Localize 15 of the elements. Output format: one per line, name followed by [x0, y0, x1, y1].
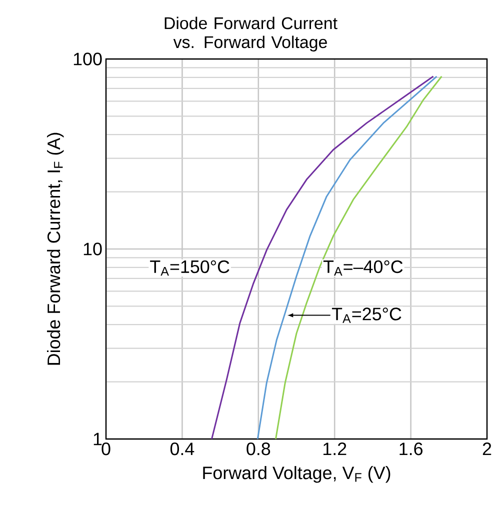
y-tick-label: 100 — [74, 52, 102, 66]
y-tick-label: 10 — [84, 242, 102, 256]
y-tick-label: 1 — [94, 432, 102, 446]
x-tick-label: 1.6 — [400, 442, 422, 456]
x-tick-label: 1.2 — [323, 442, 346, 456]
annotation: T$_{A}$=–40°C — [323, 260, 403, 276]
annotation: T$_{A}$=25°C — [332, 308, 402, 323]
chart-title: Diode Forward Current vs. Forward Voltage — [164, 16, 338, 52]
y-axis-title: Diode Forward Current, I$_{F}$ (A) — [47, 132, 64, 365]
x-tick-label: 0 — [102, 442, 110, 456]
annotation: T$_{A}$=150°C — [150, 260, 230, 276]
x-tick-label: 0.8 — [246, 442, 270, 456]
x-axis-title: Forward Voltage, V$_{F}$ (V) — [203, 466, 390, 483]
x-tick-label: 0.4 — [170, 442, 194, 456]
x-tick-label: 2 — [482, 442, 492, 456]
